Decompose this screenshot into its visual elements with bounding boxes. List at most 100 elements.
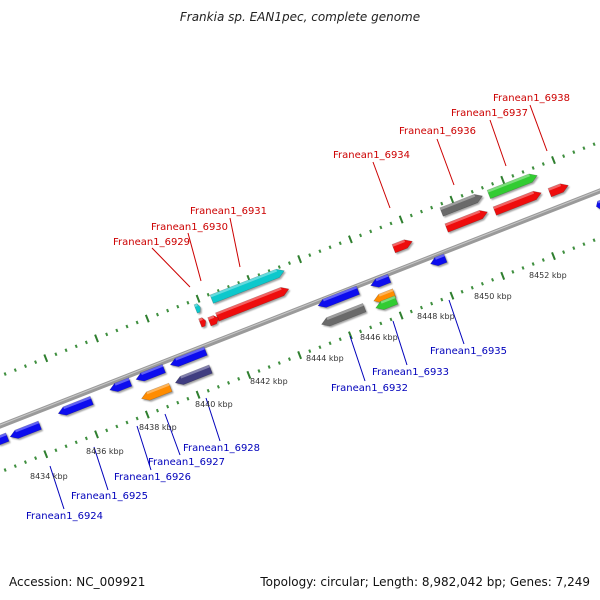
kbp-label: 8438 kbp <box>139 423 177 432</box>
gene-label-franean1-6926[interactable]: Franean1_6926 <box>114 472 191 483</box>
gene-block-reverse[interactable] <box>57 395 94 418</box>
tick-mark <box>64 348 68 353</box>
label-leader-lines <box>49 104 548 510</box>
tick-mark <box>338 241 342 246</box>
tick-mark <box>348 331 353 340</box>
gene-block-reverse[interactable] <box>134 363 166 383</box>
tick-mark <box>328 341 332 346</box>
tick-mark <box>43 450 49 459</box>
tick-mark <box>491 277 495 282</box>
tick-mark <box>440 297 444 302</box>
gene-block-forward[interactable] <box>391 237 414 254</box>
gene-label-franean1-6925[interactable]: Franean1_6925 <box>71 491 148 502</box>
tick-mark <box>227 381 231 385</box>
gene-block-reverse[interactable] <box>316 285 361 310</box>
gene-label-franean1-6934[interactable]: Franean1_6934 <box>333 150 410 161</box>
tick-mark <box>115 424 119 429</box>
tick-mark <box>449 291 455 300</box>
tick-mark <box>398 311 404 320</box>
gene-block-reverse[interactable] <box>595 198 600 210</box>
tick-mark <box>43 354 49 363</box>
tick-mark <box>328 245 332 250</box>
gene-block-forward[interactable] <box>207 314 221 327</box>
tick-mark <box>176 400 180 405</box>
tick-mark <box>379 321 383 326</box>
kbp-label: 8444 kbp <box>306 354 344 363</box>
tick-mark <box>419 305 423 310</box>
tick-mark <box>94 334 99 343</box>
tick-mark <box>440 201 444 206</box>
gene-label-franean1-6924[interactable]: Franean1_6924 <box>26 511 103 522</box>
leader-line <box>49 465 65 510</box>
gene-block-reverse[interactable] <box>140 382 173 403</box>
gene-label-franean1-6929[interactable]: Franean1_6929 <box>113 237 190 248</box>
tick-mark <box>54 352 58 357</box>
tick-mark <box>105 332 109 337</box>
tick-mark <box>246 370 252 380</box>
tick-mark <box>186 396 190 401</box>
tick-mark <box>562 154 566 158</box>
leader-line <box>93 446 109 491</box>
tick-mark <box>491 181 495 186</box>
gene-block-reverse[interactable] <box>320 303 367 328</box>
tick-mark <box>84 436 88 441</box>
tick-mark <box>176 304 180 309</box>
tick-mark <box>480 281 484 286</box>
kbp-label: 8440 kbp <box>195 400 233 409</box>
leader-line <box>205 397 221 442</box>
gene-block-forward[interactable] <box>444 208 489 233</box>
tick-mark <box>511 270 515 274</box>
gene-block-forward[interactable] <box>492 189 543 216</box>
gene-label-franean1-6938[interactable]: Franean1_6938 <box>493 93 570 104</box>
tick-mark <box>572 150 576 154</box>
gene-block-reverse[interactable] <box>108 377 133 394</box>
tick-mark <box>135 320 139 325</box>
gene-block-forward[interactable] <box>439 192 484 217</box>
gene-label-franean1-6932[interactable]: Franean1_6932 <box>331 383 408 394</box>
leader-line <box>187 232 202 282</box>
gene-block-reverse[interactable] <box>8 420 42 441</box>
gene-block-forward[interactable] <box>209 267 286 304</box>
tick-mark <box>125 324 129 329</box>
tick-mark <box>592 142 596 147</box>
kbp-label: 8436 kbp <box>86 447 124 456</box>
gene-block-reverse[interactable] <box>174 364 213 387</box>
tick-mark <box>551 251 556 261</box>
gene-block-forward[interactable] <box>198 317 208 328</box>
gene-label-franean1-6935[interactable]: Franean1_6935 <box>430 346 507 357</box>
topology-text: Topology: circular; Length: 8,982,042 bp… <box>260 575 590 589</box>
gene-label-franean1-6930[interactable]: Franean1_6930 <box>151 222 228 233</box>
tick-mark <box>287 357 291 361</box>
gene-label-franean1-6937[interactable]: Franean1_6937 <box>451 108 528 119</box>
gene-block-forward[interactable] <box>486 171 539 200</box>
gene-block-forward[interactable] <box>193 303 202 314</box>
tick-mark <box>369 229 373 234</box>
leader-line <box>372 161 391 209</box>
tick-mark <box>318 345 322 350</box>
kbp-label: 8450 kbp <box>474 292 512 301</box>
gene-label-franean1-6936[interactable]: Franean1_6936 <box>399 126 476 137</box>
gene-block-reverse[interactable] <box>169 346 208 369</box>
tick-mark <box>359 233 363 238</box>
gene-label-franean1-6928[interactable]: Franean1_6928 <box>183 443 260 454</box>
gene-block-forward[interactable] <box>547 181 570 198</box>
tick-mark <box>297 351 303 360</box>
gene-block-reverse[interactable] <box>0 432 10 447</box>
gene-label-franean1-6927[interactable]: Franean1_6927 <box>148 457 225 468</box>
tick-mark <box>54 448 58 453</box>
gene-label-franean1-6931[interactable]: Franean1_6931 <box>190 206 267 217</box>
tick-mark <box>115 328 119 333</box>
tick-mark <box>195 390 201 399</box>
tick-mark <box>379 225 383 230</box>
gene-label-franean1-6933[interactable]: Franean1_6933 <box>372 367 449 378</box>
tick-mark <box>551 155 556 165</box>
kbp-label: 8452 kbp <box>529 271 567 280</box>
gene-block-reverse[interactable] <box>374 295 399 312</box>
tick-mark <box>430 301 434 306</box>
leader-line <box>448 299 465 345</box>
tick-mark <box>277 361 281 365</box>
tick-mark <box>34 456 38 461</box>
gene-block-reverse[interactable] <box>429 253 448 268</box>
gene-block-reverse[interactable] <box>369 273 392 290</box>
